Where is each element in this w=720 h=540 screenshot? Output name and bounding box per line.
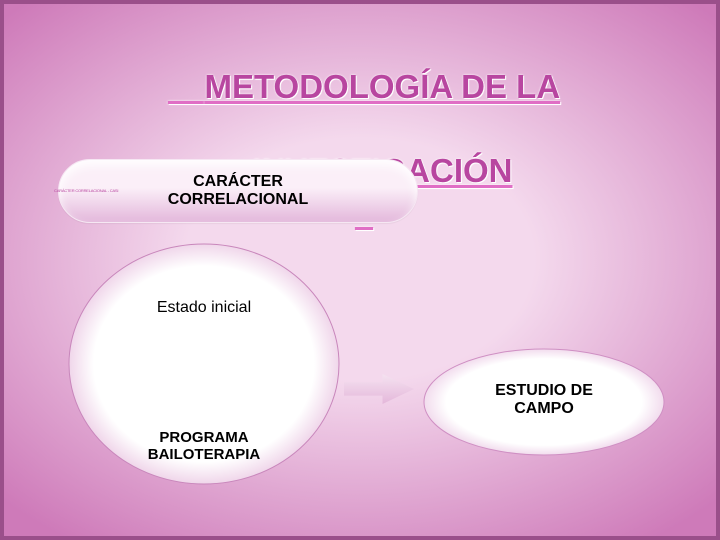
tiny-caption: CARÁCTER CORRELACIONAL - CASI <box>54 188 118 193</box>
oval-left-line1: Estado inicial <box>109 299 299 317</box>
arrow-icon <box>344 374 414 404</box>
slide-canvas: METODOLOGÍA DE LA INVESTIGACIÓN CARÁCTER… <box>0 0 720 540</box>
pill-label: CARÁCTERCORRELACIONAL <box>168 173 308 210</box>
title-line1: METODOLOGÍA DE LA <box>205 68 561 105</box>
oval-right-label: ESTUDIO DECAMPO <box>444 382 644 419</box>
oval-left-line2: PROGRAMABAILOTERAPIA <box>89 429 319 464</box>
